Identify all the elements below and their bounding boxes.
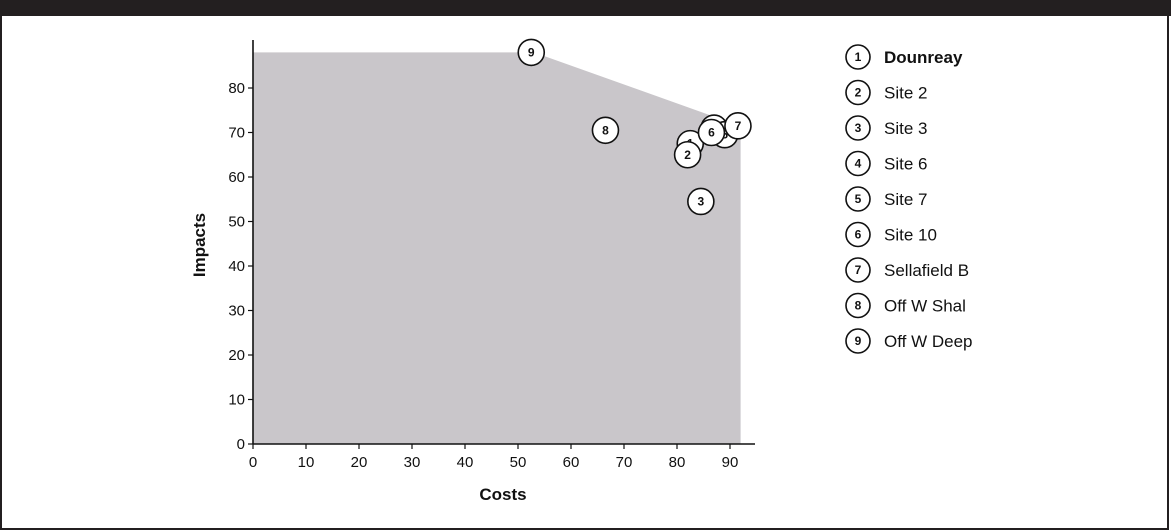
legend-item: 2 Site 2 xyxy=(845,79,927,106)
marker-number: 9 xyxy=(528,45,535,59)
legend-marker xyxy=(845,257,871,283)
marker-number: 7 xyxy=(735,119,742,133)
marker-number: 6 xyxy=(708,126,715,140)
legend-marker xyxy=(845,150,871,177)
y-tick-label: 80 xyxy=(228,80,245,97)
x-tick-label: 30 xyxy=(404,454,421,471)
legend-item: 1 Dounreay xyxy=(845,44,963,70)
figure-frame xyxy=(0,16,1169,530)
x-tick-label: 40 xyxy=(457,454,474,471)
legend-item: 5 Site 7 xyxy=(845,186,927,212)
x-axis-title: Costs xyxy=(479,485,526,504)
y-tick-label: 0 xyxy=(237,436,245,453)
legend-marker xyxy=(845,221,871,248)
y-tick-label: 50 xyxy=(228,214,245,231)
legend-marker xyxy=(845,292,871,319)
legend-marker xyxy=(845,186,871,212)
x-tick-label: 10 xyxy=(298,454,315,471)
x-tick-label: 80 xyxy=(669,454,686,471)
x-tick-label: 20 xyxy=(351,454,368,471)
legend-item: 3 Site 3 xyxy=(845,115,927,141)
marker-circle xyxy=(697,118,726,147)
legend-number: 9 xyxy=(855,334,862,348)
legend-label: Sellafield B xyxy=(884,261,969,280)
legend-label: Site 6 xyxy=(884,155,927,174)
legend-item: 8 Off W Shal xyxy=(845,292,966,319)
x-tick-label: 70 xyxy=(616,454,633,471)
marker-circle xyxy=(517,38,546,67)
legend-marker xyxy=(845,79,871,106)
legend-label: Dounreay xyxy=(884,48,963,67)
data-point-7: 7 xyxy=(724,112,752,140)
legend-number: 3 xyxy=(855,121,862,135)
legend-label: Site 2 xyxy=(884,84,927,103)
legend-item: 7 Sellafield B xyxy=(845,257,969,283)
top-border-bar xyxy=(0,0,1171,16)
marker-number: 8 xyxy=(602,123,609,137)
legend-label: Off W Deep xyxy=(884,332,973,351)
y-tick-label: 40 xyxy=(228,258,245,275)
y-tick-label: 70 xyxy=(228,125,245,142)
marker-number: 3 xyxy=(698,194,705,208)
y-tick-label: 20 xyxy=(228,347,245,364)
legend-marker xyxy=(845,44,871,70)
legend-label: Site 10 xyxy=(884,226,937,245)
legend-number: 6 xyxy=(855,228,862,242)
y-axis-title: Impacts xyxy=(190,213,209,277)
data-point-6: 6 xyxy=(697,118,726,147)
legend-number: 1 xyxy=(855,50,862,64)
legend-number: 2 xyxy=(855,86,862,100)
legend-marker xyxy=(845,115,871,141)
marker-circle xyxy=(724,112,752,140)
data-point-8: 8 xyxy=(591,116,620,145)
legend-item: 6 Site 10 xyxy=(845,221,937,248)
marker-circle xyxy=(591,116,620,145)
y-tick-label: 30 xyxy=(228,303,245,320)
legend-marker xyxy=(845,328,871,354)
x-tick-label: 60 xyxy=(563,454,580,471)
legend-label: Off W Shal xyxy=(884,297,966,316)
x-tick-label: 0 xyxy=(249,454,257,471)
data-point-2: 2 xyxy=(673,140,702,169)
legend-number: 4 xyxy=(855,157,862,171)
legend-label: Site 3 xyxy=(884,119,927,138)
data-point-9: 9 xyxy=(517,38,546,67)
marker-circle xyxy=(687,187,715,216)
legend-number: 5 xyxy=(855,192,862,206)
legend-number: 7 xyxy=(855,263,862,277)
marker-circle xyxy=(673,140,702,169)
x-tick-label: 50 xyxy=(510,454,527,471)
y-tick-label: 60 xyxy=(228,169,245,186)
legend-label: Site 7 xyxy=(884,190,927,209)
marker-number: 2 xyxy=(684,148,691,162)
legend-item: 9 Off W Deep xyxy=(845,328,973,354)
x-tick-label: 90 xyxy=(722,454,739,471)
data-point-3: 3 xyxy=(687,187,715,216)
legend-item: 4 Site 6 xyxy=(845,150,927,177)
feasible-region xyxy=(253,52,741,445)
legend-number: 8 xyxy=(855,299,862,313)
y-tick-label: 10 xyxy=(228,392,245,409)
